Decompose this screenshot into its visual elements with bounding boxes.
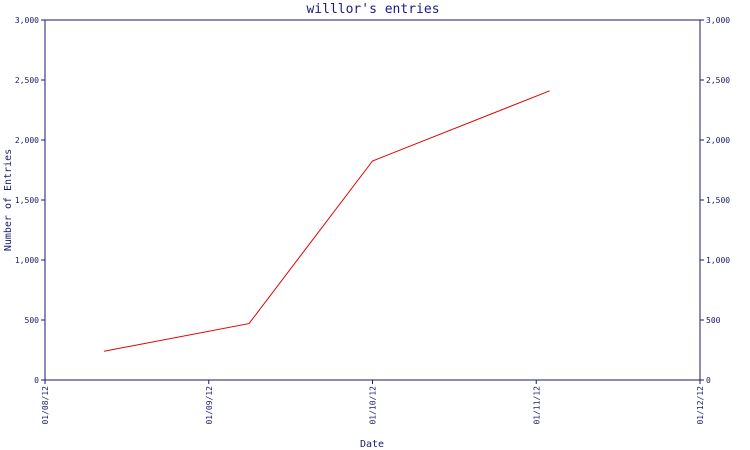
series-layer [104,90,550,352]
y-axis-left: 0 500 1,000 1,500 2,000 2,500 3,000 [15,16,45,385]
y-tick-label-left: 1,000 [15,256,39,265]
x-axis-label: Date [360,439,384,450]
series-line [104,90,550,352]
y-tick-label-right: 3,000 [706,16,730,25]
y-tick-label-right: 2,500 [706,76,730,85]
y-tick-label-right: 500 [706,316,721,325]
y-tick-label-left: 0 [34,376,39,385]
y-tick-label-right: 1,000 [706,256,730,265]
chart-title: willlor's entries [306,2,439,17]
plot-frame [44,19,701,381]
x-tick-label: 01/12/12 [696,386,705,425]
y-tick-label-left: 2,000 [15,136,39,145]
x-tick-label: 01/09/12 [205,386,214,425]
y-tick-label-left: 500 [25,316,40,325]
x-tick-label: 01/11/12 [532,386,541,425]
y-axis-label: Number of Entries [3,149,14,251]
y-tick-label-right: 2,000 [706,136,730,145]
x-tick-label: 01/08/12 [41,386,50,425]
y-tick-label-right: 0 [706,376,711,385]
y-tick-label-left: 3,000 [15,16,39,25]
y-axis-right: 0 500 1,000 1,500 2,000 2,500 3,000 [700,16,730,385]
y-tick-label-left: 2,500 [15,76,39,85]
x-axis: 01/08/12 01/09/12 01/10/12 01/11/12 01/12/12 [41,380,705,425]
x-tick-label: 01/10/12 [369,386,378,425]
y-tick-label-right: 1,500 [706,196,730,205]
y-tick-label-left: 1,500 [15,196,39,205]
